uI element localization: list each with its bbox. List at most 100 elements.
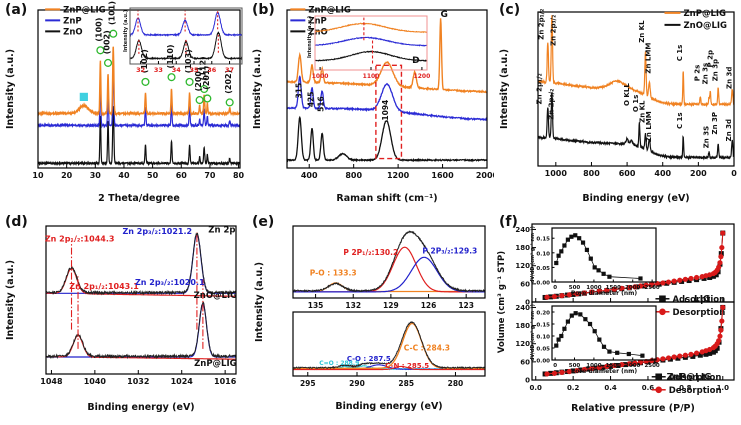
legend-label: Adsorption: [669, 373, 722, 383]
marker: [556, 253, 561, 258]
inset-black: [315, 50, 427, 62]
zno-xrd: [38, 106, 240, 167]
plot-frame: [37, 9, 241, 169]
annotation: 315: [294, 83, 303, 99]
x-tick-label: 35: [189, 66, 199, 74]
p2p-raw: [293, 230, 485, 293]
x-tick-label: 1032: [127, 377, 149, 386]
marker: [592, 329, 597, 334]
highlight-box: [375, 64, 403, 160]
x-tick-label: 32: [136, 66, 145, 74]
axis-label: Binding energy (eV): [335, 401, 442, 412]
x-tick-label: 2500: [644, 363, 659, 369]
x-tick-label: 0.0: [530, 384, 543, 392]
panel-e-tag: (e): [252, 214, 275, 230]
x-tick-label: 1000: [586, 363, 601, 369]
marker: [574, 291, 580, 297]
marker: [581, 290, 587, 296]
legend-label: ZnO: [308, 27, 327, 37]
x-tick-label: 126: [421, 301, 437, 310]
panel-f-isotherms: (f) 0 60 120 180 240 LIG Adsorption Desorption 0…: [494, 212, 741, 425]
annotation: (002): [102, 30, 111, 54]
znp-raman: [287, 75, 487, 122]
x-tick-label: 37: [225, 66, 234, 74]
y-tick-label: 0.10: [536, 335, 550, 341]
annotation: P 2P₃/₂:129.3: [422, 246, 477, 255]
marker: [141, 77, 150, 86]
plot-area: [554, 233, 643, 281]
marker: [671, 354, 677, 360]
annotation: Zn 2p₃/₂:1020.1: [135, 278, 205, 287]
panel-a-tag: (a): [5, 2, 28, 18]
x-tick-label: 0.4: [604, 384, 617, 392]
annotation: P 2P₁/₂:130.2: [343, 248, 398, 257]
marker: [103, 58, 113, 67]
x-tick-label: 400: [301, 171, 318, 180]
marker: [596, 288, 602, 294]
marker: [659, 295, 666, 303]
marker: [665, 279, 672, 285]
marker: [185, 77, 194, 86]
annotation: 425: [307, 92, 316, 108]
x-tick-label: 50: [147, 171, 159, 180]
legend-label: ZnO: [63, 27, 82, 37]
annotation: P 2p: [706, 50, 714, 67]
x-tick-label: 0: [553, 363, 557, 369]
y-tick-label: 180: [515, 322, 530, 330]
x-tick-label: 0.8: [679, 384, 692, 392]
plot-frame: [551, 305, 657, 361]
marker: [551, 293, 558, 300]
legend-label: ZnP: [308, 16, 326, 26]
x-tick-label: 1500: [606, 363, 621, 369]
p2p-threehalf: [293, 256, 485, 293]
axis-label: Binding energy (eV): [582, 193, 689, 204]
marker: [559, 293, 565, 299]
marker: [562, 326, 567, 331]
znp-lig-xrd: [38, 46, 240, 118]
panel-a-xrd: (a) 10 20 30 40 50 60 70 80 (100) (002) (101) (102)…: [0, 0, 247, 212]
annotation: 516: [317, 96, 326, 112]
marker: [607, 349, 612, 354]
y-tick-label: 60: [520, 358, 530, 366]
x-tick-label: 0.2: [567, 384, 580, 392]
marker: [569, 234, 574, 239]
panel-d-zn2p: (d) 1048 1040 1032 1024 1016 Zn 2p₁/₂:1044.3 Z…: [0, 212, 247, 425]
plot-frame: [45, 225, 237, 375]
axis-label: Intensity (a.u.): [499, 49, 510, 129]
axis-label: Intensity (a.u.): [307, 16, 313, 58]
y-tick-label: 240: [515, 226, 530, 234]
annotation: C-N : 285.5: [385, 362, 429, 370]
marker: [693, 274, 700, 281]
axis-label: Volume (cm³ g⁻¹ STP): [497, 251, 507, 353]
marker: [607, 274, 612, 279]
y-tick-label: 0: [525, 299, 530, 307]
marker: [643, 282, 649, 288]
marker: [604, 363, 610, 369]
legend-label: ZnP@LIG: [63, 5, 106, 15]
annotation: ZnP@LIG: [667, 373, 712, 383]
zno-raman: [287, 115, 487, 163]
annotation: (103): [184, 49, 193, 73]
annotation: 1094: [381, 100, 390, 121]
marker: [109, 29, 118, 38]
marker: [96, 46, 105, 55]
plot-area: [38, 46, 240, 167]
x-tick-label: 60: [176, 171, 188, 180]
marker: [693, 350, 700, 356]
x-tick-label: 1048: [40, 377, 63, 386]
marker: [632, 284, 638, 290]
annotation: Zn 3s: [702, 63, 710, 85]
plot-area: [538, 15, 734, 161]
marker: [720, 304, 726, 311]
axis-label: dV/dD (cm³ g⁻¹ nm⁻¹): [530, 304, 536, 361]
annotation: C 1s: [676, 45, 684, 62]
annotation: Zn KL: [639, 100, 647, 123]
annotation: Zn 2p₁/₂:1043.1: [69, 282, 139, 291]
annotation: (110): [166, 44, 175, 68]
plot-frame: [292, 225, 486, 299]
marker: [682, 276, 688, 282]
marker: [565, 237, 571, 242]
inset-blue: [315, 36, 427, 47]
c1s-cn: [293, 365, 485, 371]
panel-e-chart: 135 132 129 126 123 P-O : 133.3 P 2P₁/₂:130.2 P…: [254, 225, 486, 412]
